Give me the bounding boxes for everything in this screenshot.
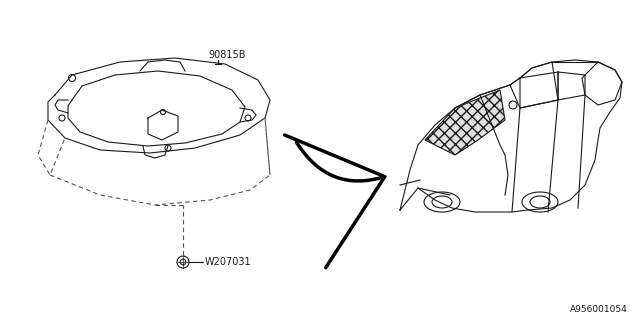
Polygon shape xyxy=(425,90,505,155)
Text: 90815B: 90815B xyxy=(208,50,246,60)
Text: W207031: W207031 xyxy=(205,257,252,267)
Text: A956001054: A956001054 xyxy=(570,305,628,314)
